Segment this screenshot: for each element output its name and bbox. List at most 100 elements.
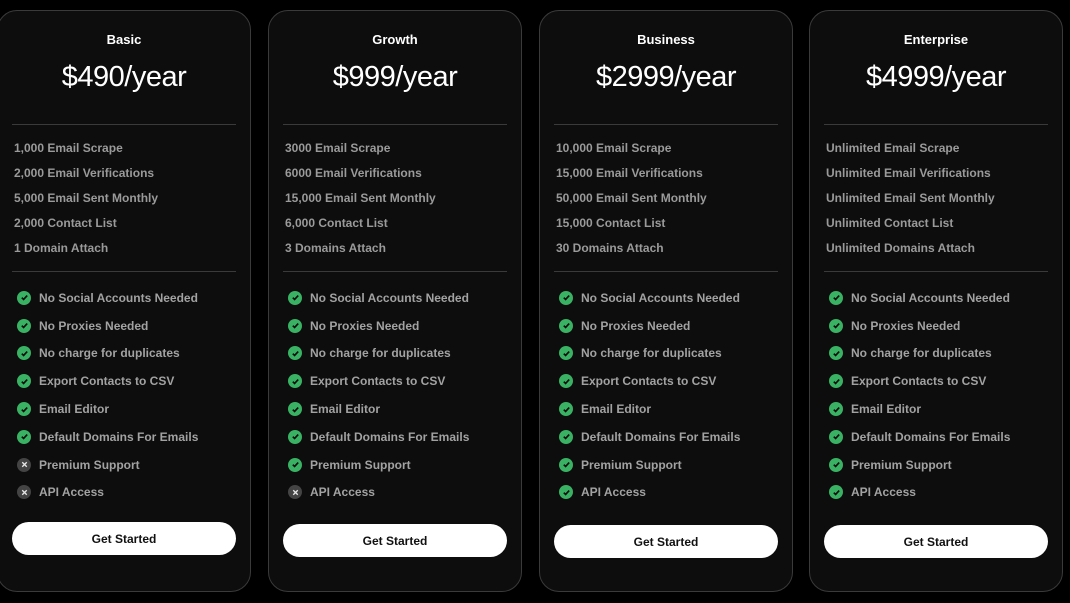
feature-label: Export Contacts to CSV	[581, 374, 717, 389]
quota-item: 5,000 Email Sent Monthly	[14, 191, 159, 205]
plan-name: Business	[637, 32, 695, 47]
feature-item: Email Editor	[826, 395, 1046, 423]
feature-label: No Social Accounts Needed	[39, 290, 198, 305]
quota-item: 10,000 Email Scrape	[556, 141, 672, 155]
check-circle-icon	[829, 429, 843, 444]
divider	[12, 124, 236, 125]
check-circle-icon	[17, 318, 31, 333]
plan-name: Growth	[372, 32, 418, 47]
check-circle-icon	[559, 290, 573, 305]
feature-list: No Social Accounts Needed No Proxies Need…	[285, 272, 505, 506]
feature-item: Premium Support	[826, 451, 1046, 479]
check-circle-icon	[17, 346, 31, 361]
check-circle-icon	[559, 318, 573, 333]
feature-item: No Social Accounts Needed	[285, 284, 505, 312]
feature-list: No Social Accounts Needed No Proxies Need…	[826, 272, 1046, 506]
check-circle-icon	[288, 402, 302, 417]
plan-price: $490/year	[61, 61, 187, 93]
feature-label: Export Contacts to CSV	[39, 374, 175, 389]
feature-label: API Access	[581, 485, 646, 500]
plan-price: $4999/year	[865, 61, 1007, 93]
quota-item: 15,000 Contact List	[556, 216, 666, 230]
quota-item: 15,000 Email Verifications	[556, 166, 703, 180]
feature-list: No Social Accounts Needed No Proxies Need…	[14, 272, 234, 506]
get-started-button[interactable]: Get Started	[824, 525, 1048, 558]
feature-item: Export Contacts to CSV	[14, 367, 234, 395]
quota-item: Unlimited Email Sent Monthly	[826, 191, 995, 205]
feature-label: Premium Support	[851, 457, 952, 472]
feature-label: Default Domains For Emails	[310, 429, 470, 444]
check-circle-icon	[559, 429, 573, 444]
feature-label: API Access	[851, 485, 916, 500]
feature-item: No Proxies Needed	[826, 312, 1046, 340]
feature-item: API Access	[556, 479, 776, 507]
plan-name: Basic	[106, 32, 142, 47]
feature-label: No Proxies Needed	[851, 318, 961, 333]
get-started-button[interactable]: Get Started	[554, 525, 778, 558]
feature-item: Email Editor	[285, 395, 505, 423]
feature-label: Premium Support	[39, 457, 140, 472]
check-circle-icon	[559, 457, 573, 472]
check-circle-icon	[829, 290, 843, 305]
feature-item: Default Domains For Emails	[14, 423, 234, 451]
quota-item: 1,000 Email Scrape	[14, 141, 123, 155]
quota-list: 1,000 Email Scrape 2,000 Email Verificati…	[14, 125, 234, 271]
feature-label: No Proxies Needed	[310, 318, 420, 333]
feature-item: No charge for duplicates	[14, 340, 234, 368]
divider	[12, 271, 236, 272]
quota-list: 10,000 Email Scrape 15,000 Email Verifica…	[556, 125, 776, 271]
feature-item: Premium Support	[285, 451, 505, 479]
feature-item: No Proxies Needed	[556, 312, 776, 340]
x-circle-icon	[17, 457, 31, 472]
feature-item: API Access	[285, 479, 505, 507]
quota-item: 2,000 Contact List	[14, 216, 117, 230]
quota-item: 3000 Email Scrape	[285, 141, 391, 155]
divider	[283, 124, 507, 125]
check-circle-icon	[17, 402, 31, 417]
feature-item: No charge for duplicates	[826, 340, 1046, 368]
feature-item: Email Editor	[14, 395, 234, 423]
feature-label: Default Domains For Emails	[851, 429, 1011, 444]
check-circle-icon	[559, 346, 573, 361]
feature-label: No Social Accounts Needed	[851, 290, 1010, 305]
feature-label: No charge for duplicates	[39, 346, 180, 361]
check-circle-icon	[17, 290, 31, 305]
get-started-button[interactable]: Get Started	[12, 522, 236, 555]
feature-item: Default Domains For Emails	[285, 423, 505, 451]
plan-card-business: Business $2999/year 10,000 Email Scrape 1…	[539, 10, 793, 592]
feature-item: No Social Accounts Needed	[826, 284, 1046, 312]
feature-item: Export Contacts to CSV	[285, 367, 505, 395]
check-circle-icon	[288, 429, 302, 444]
plan-card-growth: Growth $999/year 3000 Email Scrape 6000 E…	[268, 10, 522, 592]
quota-item: Unlimited Domains Attach	[826, 241, 975, 255]
feature-item: No Social Accounts Needed	[556, 284, 776, 312]
feature-label: No charge for duplicates	[310, 346, 451, 361]
check-circle-icon	[17, 374, 31, 389]
feature-item: Default Domains For Emails	[556, 423, 776, 451]
feature-label: No Proxies Needed	[581, 318, 691, 333]
quota-item: Unlimited Contact List	[826, 216, 954, 230]
get-started-button[interactable]: Get Started	[283, 524, 507, 557]
plan-name: Enterprise	[903, 32, 969, 47]
feature-label: Export Contacts to CSV	[310, 374, 446, 389]
divider	[824, 124, 1048, 125]
divider	[554, 124, 778, 125]
quota-list: 3000 Email Scrape 6000 Email Verification…	[285, 125, 505, 271]
quota-item: 6,000 Contact List	[285, 216, 388, 230]
plan-price: $999/year	[332, 61, 458, 93]
quota-item: 1 Domain Attach	[14, 241, 109, 255]
feature-item: No charge for duplicates	[556, 340, 776, 368]
quota-item: Unlimited Email Verifications	[826, 166, 991, 180]
check-circle-icon	[559, 485, 573, 500]
check-circle-icon	[288, 290, 302, 305]
check-circle-icon	[829, 374, 843, 389]
check-circle-icon	[288, 374, 302, 389]
check-circle-icon	[829, 318, 843, 333]
plan-card-enterprise: Enterprise $4999/year Unlimited Email Sc…	[809, 10, 1063, 592]
feature-label: Default Domains For Emails	[39, 429, 199, 444]
plan-card-basic: Basic $490/year 1,000 Email Scrape 2,000 …	[0, 10, 251, 592]
feature-item: Default Domains For Emails	[826, 423, 1046, 451]
feature-label: No Social Accounts Needed	[581, 290, 740, 305]
quota-item: 2,000 Email Verifications	[14, 166, 155, 180]
feature-label: API Access	[39, 485, 104, 500]
